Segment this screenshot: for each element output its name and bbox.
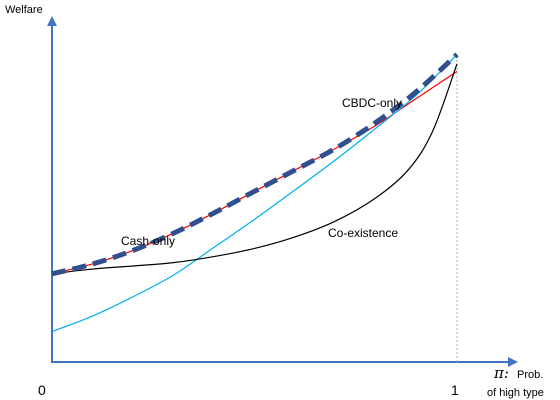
series-line-co-existence: [51, 63, 458, 275]
x-tick-label: 0: [38, 382, 46, 398]
series-group: [51, 52, 459, 333]
annotation-cash-only: Cash-only: [121, 234, 175, 248]
annotation-cbdc-only: CBDC-only: [342, 96, 402, 110]
x-axis-label-line2: of high type: [487, 387, 544, 399]
series-line-cbdc-only: [51, 53, 458, 333]
x-axis-label-line1: Prob.: [517, 369, 543, 381]
y-axis-label: Welfare: [5, 4, 43, 16]
series-line-optimal: [51, 52, 459, 277]
x-tick-label: 1: [451, 382, 459, 398]
x-axis-symbol: π:: [493, 364, 509, 382]
annotation-co-existence: Co-existence: [328, 226, 398, 240]
